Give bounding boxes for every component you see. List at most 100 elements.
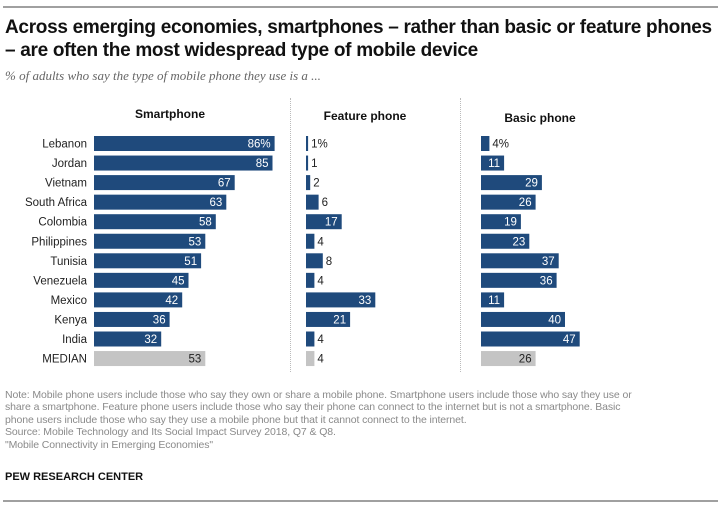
bar-smartphone (94, 311, 170, 327)
note-line: Note: Mobile phone users include those w… (5, 389, 632, 401)
category-label: Kenya (54, 314, 87, 326)
bar-basic-phone (481, 233, 530, 249)
data-label: 53 (189, 236, 202, 248)
category-label: South Africa (25, 197, 88, 209)
bar-smartphone (94, 214, 216, 230)
report-title: "Mobile Connectivity in Emerging Economi… (5, 438, 213, 451)
note-line: share a smartphone. Feature phone users … (5, 401, 621, 414)
bar-smartphone (94, 155, 273, 171)
source-line: Source: Mobile Technology and Its Social… (5, 426, 336, 439)
bar-feature-phone (306, 233, 315, 249)
bar-feature-phone (306, 175, 311, 191)
data-label: 29 (525, 178, 538, 190)
data-label: 47 (563, 334, 576, 346)
bar-feature-phone (306, 331, 315, 347)
data-label: 53 (189, 354, 202, 366)
bar-smartphone (94, 175, 235, 191)
data-label: 4 (317, 334, 324, 346)
bar-feature-phone (306, 292, 376, 308)
data-label: 11 (488, 158, 500, 170)
category-label: Colombia (38, 217, 87, 229)
data-label: 26 (519, 354, 532, 366)
bar-smartphone (94, 136, 275, 151)
bar-smartphone (94, 351, 206, 367)
category-label: Philippines (31, 236, 87, 248)
bar-feature-phone (306, 155, 309, 171)
bar-basic-phone (481, 331, 580, 347)
data-label: 21 (333, 314, 346, 326)
bar-smartphone (94, 331, 162, 347)
brand-label: PEW RESEARCH CENTER (5, 471, 144, 483)
bar-smartphone (94, 194, 227, 210)
bar-smartphone (94, 233, 206, 249)
data-label: 85 (256, 158, 269, 170)
bar-basic-phone (481, 214, 521, 230)
note-line: phone users include those who say they u… (5, 413, 467, 426)
data-label: 37 (542, 256, 555, 268)
bar-basic-phone (481, 175, 542, 191)
bar-feature-phone (306, 351, 315, 367)
data-label: 23 (513, 236, 526, 248)
data-label: 45 (172, 275, 185, 287)
category-label: Jordan (52, 158, 87, 170)
category-label: Lebanon (42, 139, 87, 151)
bar-basic-phone (481, 155, 505, 171)
bar-smartphone (94, 292, 183, 308)
data-label: 17 (325, 217, 338, 229)
panel-title-feature-phone: Feature phone (323, 109, 407, 123)
data-label: 42 (165, 295, 178, 307)
category-label: Venezuela (33, 275, 87, 287)
data-label: 33 (359, 295, 372, 307)
chart-title: Across emerging economies, smartphones –… (5, 17, 712, 61)
footnotes: Note: Mobile phone users include those w… (5, 389, 715, 451)
category-label: India (62, 334, 88, 346)
bar-feature-phone (306, 272, 315, 288)
top-rule (3, 6, 718, 8)
bar-feature-phone (306, 194, 319, 210)
data-label: 58 (199, 217, 212, 229)
bottom-rule (3, 500, 718, 502)
panel-title-basic-phone: Basic phone (504, 111, 576, 125)
data-label: 36 (153, 314, 166, 326)
category-label: Vietnam (45, 178, 87, 190)
bar-basic-phone (481, 136, 490, 151)
data-label: 67 (218, 178, 231, 190)
panel-title-smartphone: Smartphone (134, 107, 205, 121)
data-label: 63 (210, 197, 223, 209)
data-label: 8 (326, 256, 332, 268)
data-label: 32 (144, 334, 157, 346)
panel-separator (290, 98, 291, 372)
bar-feature-phone (306, 214, 342, 230)
data-label: 4 (317, 275, 324, 287)
data-label: 2 (313, 178, 319, 190)
data-label: 4% (492, 139, 509, 151)
bar-feature-phone (306, 311, 351, 327)
category-label: Tunisia (50, 256, 87, 268)
bar-basic-phone (481, 194, 536, 210)
bar-smartphone (94, 272, 189, 288)
data-label: 19 (504, 217, 517, 229)
chart-subtitle: % of adults who say the type of mobile p… (5, 68, 321, 83)
panel-separator (460, 98, 461, 372)
bar-basic-phone (481, 311, 565, 327)
category-label: Mexico (51, 295, 87, 307)
data-label: 26 (519, 197, 532, 209)
bar-basic-phone (481, 272, 557, 288)
bar-basic-phone (481, 292, 505, 308)
bar-smartphone (94, 253, 202, 269)
bar-feature-phone (306, 253, 323, 269)
data-label: 36 (540, 275, 553, 287)
data-label: 6 (322, 197, 328, 209)
bar-basic-phone (481, 351, 536, 367)
data-label: 1% (311, 139, 328, 151)
data-label: 86% (248, 139, 271, 151)
data-label: 4 (317, 354, 324, 366)
bar-basic-phone (481, 253, 559, 269)
data-label: 11 (488, 295, 500, 307)
data-label: 40 (548, 314, 561, 326)
data-label: 51 (184, 256, 197, 268)
category-label: MEDIAN (42, 354, 87, 366)
data-label: 4 (317, 236, 324, 248)
data-label: 1 (311, 158, 317, 170)
